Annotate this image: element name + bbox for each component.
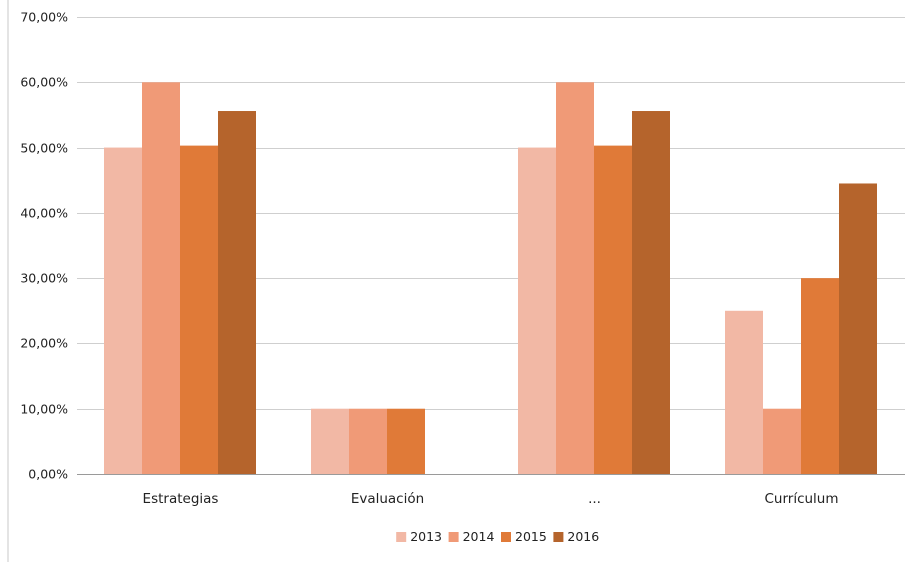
legend-label-2014: 2014 [463,529,495,544]
y-axis: 0,00% 10,00% 20,00% 30,00% 40,00% 50,00% 60,00… [20,10,68,482]
x-axis: Estrategias Evaluación... Currículum [143,491,839,507]
bar-2016-3 [839,183,877,474]
bar-2013-0 [104,147,142,475]
y-tick-label: 0,00% [28,467,68,482]
bar-2013-3 [725,310,763,474]
legend-swatch-2013 [396,532,407,542]
legend-label-2013: 2013 [410,529,442,544]
bar-2013-2 [518,147,556,475]
bar-2015-1 [387,408,425,474]
y-tick-label: 20,00% [20,336,68,351]
bar-2014-2 [556,82,594,475]
bar-2016-2 [632,111,670,475]
y-tick-label: 70,00% [20,10,68,25]
legend: 2013 2014 2015 2016 [396,529,599,544]
x-tick-label: Estrategias [143,491,219,507]
bars [104,82,877,475]
bar-2015-2 [594,145,632,474]
y-tick-label: 30,00% [20,271,68,286]
legend-swatch-2016 [553,532,564,542]
y-tick-label: 50,00% [20,141,68,156]
bar-2015-3 [801,278,839,474]
x-tick-label: Evaluación [351,491,424,507]
y-tick-label: 60,00% [20,75,68,90]
legend-label-2015: 2015 [515,529,547,544]
bar-2014-0 [142,82,180,475]
bar-2013-1 [311,408,349,474]
bar-2014-3 [763,408,801,474]
bar-2015-0 [180,145,218,474]
legend-swatch-2014 [448,532,459,542]
legend-label-2016: 2016 [567,529,599,544]
bar-2016-0 [218,111,256,475]
bar-2014-1 [349,408,387,474]
x-tick-label: Currículum [764,491,838,507]
legend-swatch-2015 [501,532,511,542]
y-tick-label: 40,00% [20,206,68,221]
y-tick-label: 10,00% [20,402,68,417]
x-tick-label: ... [588,491,601,507]
